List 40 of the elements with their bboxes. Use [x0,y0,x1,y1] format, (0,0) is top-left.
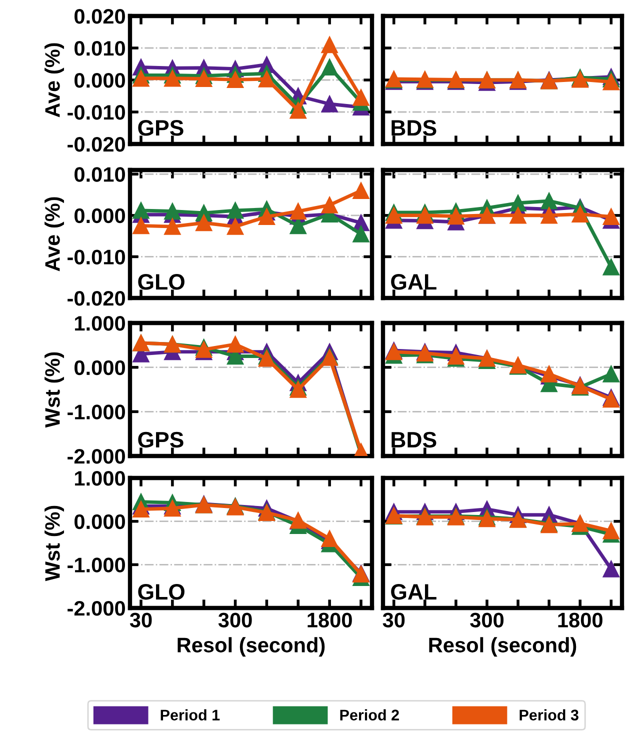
y-tick-label: 0.000 [74,360,125,376]
annotation: BDS [392,432,436,448]
annotation: BDS [392,120,436,136]
y-axis-title: Wst (%) [44,506,64,582]
annotation: GAL [391,584,436,600]
y-tick-label: -2.000 [68,601,125,616]
y-tick-label: -2.000 [68,449,125,464]
y-tick-label: -1.000 [68,558,125,572]
annotation: GPS [138,120,184,136]
y-tick-label: 1.000 [75,471,125,486]
y-tick-label: -1.000 [68,404,125,420]
y-tick-label: 0.010 [74,41,125,56]
x-tick-label: 300 [218,612,252,628]
annotation: GLO [138,584,184,600]
y-tick-label: 0.000 [74,514,125,530]
annotation: GPS [138,432,184,448]
y-axis-title: Ave (%) [44,43,64,118]
y-axis-title: Wst (%) [44,352,64,428]
legend-label: Period 2 [340,709,399,720]
x-tick-label: 300 [470,612,504,628]
y-tick-label: 1.000 [75,316,125,331]
x-tick-label: 1800 [558,612,602,628]
y-tick-label: -0.010 [68,250,125,264]
y-tick-label: 0.000 [74,73,125,88]
x-axis-title: Resol (second) [178,637,325,657]
annotation: GLO [138,274,184,290]
y-tick-label: -0.010 [68,105,125,120]
y-tick-label: -0.020 [68,291,125,306]
y-tick-label: 0.020 [74,9,125,24]
x-axis-title: Resol (second) [429,637,576,657]
x-tick-label: 1800 [308,612,352,628]
y-tick-label: 0.010 [74,167,125,182]
y-axis-title: Ave (%) [44,197,64,272]
x-tick-label: 30 [130,612,152,628]
x-tick-label: 30 [382,612,405,628]
y-tick-label: -0.020 [68,137,125,152]
legend-label: Period 3 [520,709,578,721]
annotation: GAL [391,274,436,290]
y-tick-label: 0.000 [74,208,125,224]
legend-label: Period 1 [160,709,220,720]
